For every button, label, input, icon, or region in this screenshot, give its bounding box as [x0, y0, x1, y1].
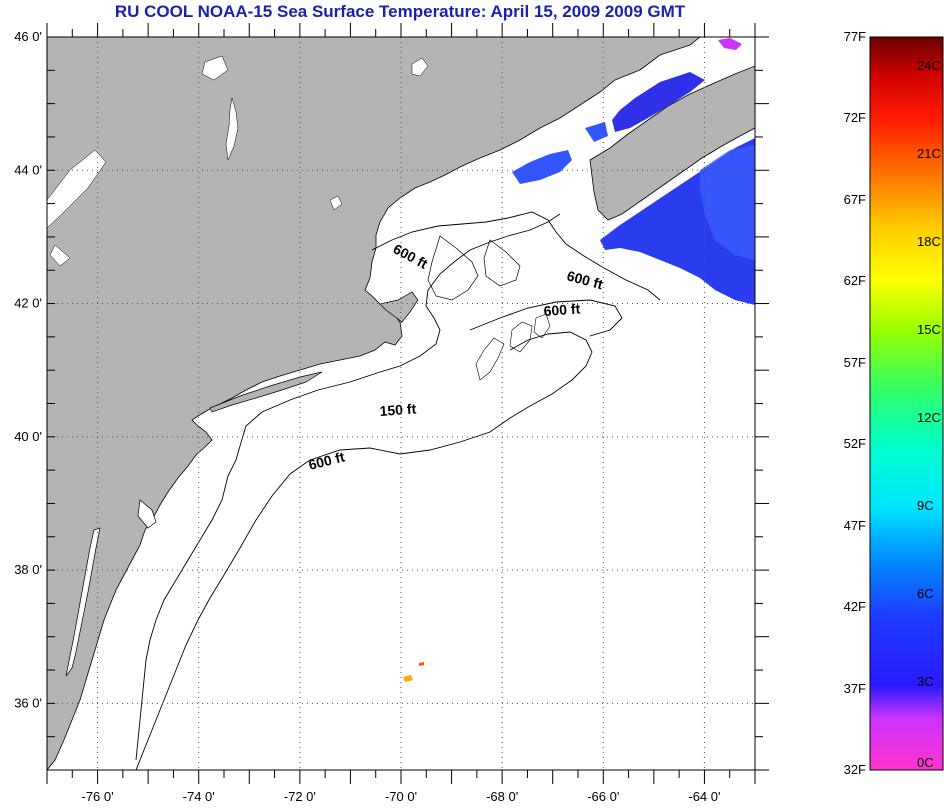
sst-warm-eddy-2 — [419, 662, 424, 666]
colorbar-c-label: 9C — [917, 498, 934, 514]
contour-georges-shoals — [475, 313, 551, 381]
water-chesapeake — [65, 527, 101, 677]
lon-tick-label: -74 0' — [183, 789, 215, 804]
colorbar-f-label: 47F — [843, 517, 866, 533]
colorbar-c-label: 15C — [917, 322, 941, 338]
lake-ontario-edge — [47, 149, 107, 229]
colorbar-c-label: 21C — [917, 146, 941, 162]
colorbar-c-label: 18C — [917, 234, 941, 250]
colorbar-f-label: 77F — [843, 29, 866, 44]
contour-600ft-shelf — [135, 331, 593, 770]
water-delaware-bay — [137, 499, 157, 529]
lake-winnipesaukee — [329, 195, 343, 211]
contour-label-150ft: 150 ft — [379, 400, 417, 419]
lon-tick-label: -76 0' — [82, 789, 114, 804]
colorbar-c-label: 3C — [917, 674, 934, 690]
sst-warm-eddy-1 — [403, 675, 413, 682]
sst-gulf-maine-patch — [512, 150, 572, 184]
colorbar-c-label: 12C — [917, 410, 941, 426]
colorbar-c-label: 24C — [917, 58, 941, 74]
colorbar-f-label: 67F — [843, 191, 866, 207]
colorbar-f-label: 42F — [843, 599, 866, 615]
colorbar-f-label: 57F — [843, 354, 866, 370]
sst-cold-magenta — [718, 38, 742, 50]
lat-tick-label: 40 0' — [14, 429, 42, 444]
colorbar — [869, 36, 944, 771]
colorbar-f-label: 52F — [843, 436, 866, 452]
lon-tick-label: -66 0' — [587, 789, 619, 804]
colorbar-f-label: 37F — [843, 680, 866, 696]
lon-tick-label: -72 0' — [284, 789, 316, 804]
lat-tick-label: 46 0' — [14, 29, 42, 44]
lat-tick-label: 36 0' — [14, 695, 42, 710]
lake-moosehead — [411, 57, 429, 77]
lake-small-1 — [201, 55, 229, 81]
land-nova-scotia — [589, 65, 755, 221]
colorbar-f-label: 32F — [843, 762, 866, 777]
lon-tick-label: -70 0' — [385, 789, 417, 804]
lon-tick-label: -64 0' — [688, 789, 720, 804]
land-cape-cod — [379, 291, 419, 323]
lon-tick-label: -68 0' — [486, 789, 518, 804]
land-mainland — [47, 37, 701, 770]
contour-600ft-gulf — [371, 211, 661, 301]
sst-gulf-maine-north — [585, 122, 608, 142]
contour-gulf-basin — [427, 235, 521, 301]
contour-150ft — [135, 213, 561, 761]
contour-600ft-georges — [469, 299, 623, 337]
contour-label-600ft-3: 600 ft — [543, 300, 581, 319]
lake-small-2 — [49, 244, 71, 267]
sst-bay-of-fundy — [612, 72, 705, 132]
colorbar-c-label: 0C — [917, 755, 934, 770]
lat-tick-label: 38 0' — [14, 562, 42, 577]
map-title: RU COOL NOAA-15 Sea Surface Temperature:… — [114, 2, 686, 21]
lat-tick-label: 42 0' — [14, 296, 42, 311]
lake-champlain — [225, 97, 239, 161]
colorbar-f-label: 62F — [843, 273, 866, 289]
colorbar-f-label: 72F — [843, 110, 866, 126]
land-long-island — [209, 371, 323, 413]
sst-scotian-shelf-light — [700, 145, 755, 260]
colorbar-c-label: 6C — [917, 586, 934, 602]
lat-tick-label: 44 0' — [14, 162, 42, 177]
map-axes: -76 0' -74 0' -72 0' -70 0' -68 0' -66 0' -64 … — [14, 23, 769, 804]
graticule — [47, 37, 755, 770]
